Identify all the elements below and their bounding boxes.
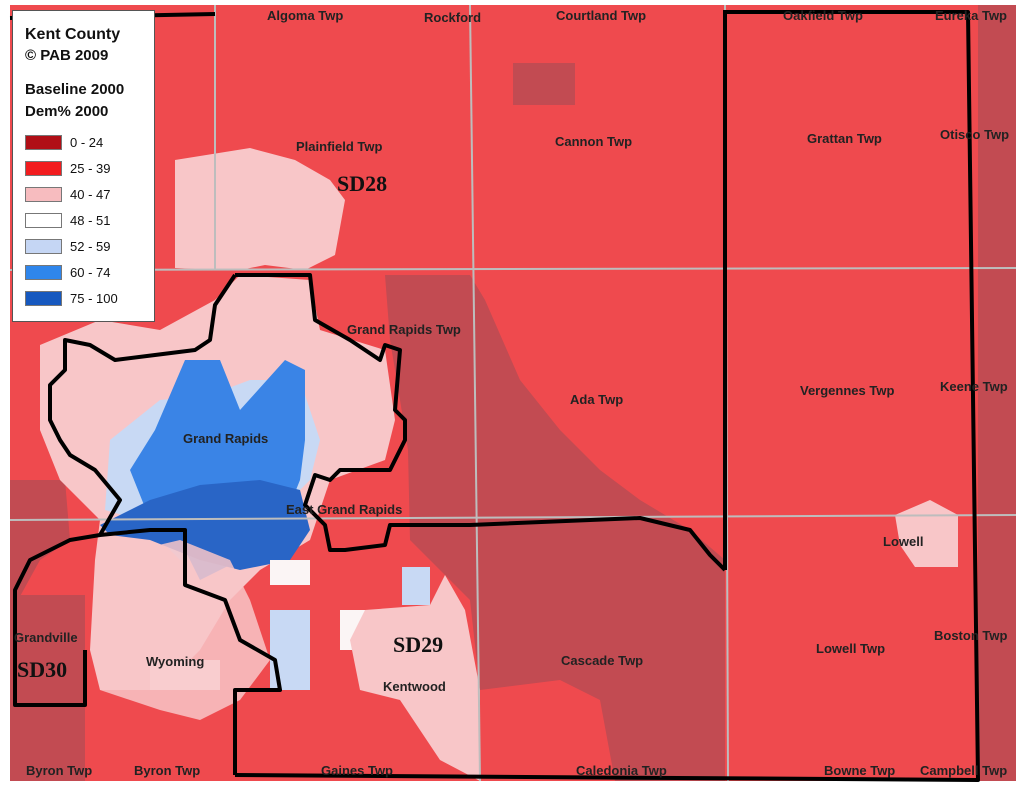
label-keene-twp: Keene Twp [940, 379, 1008, 394]
district-boundary-east [234, 10, 980, 782]
region-lightblue-2 [402, 567, 430, 605]
label-otisco-twp: Otisco Twp [940, 127, 1009, 142]
label-sd30: SD30 [17, 657, 67, 682]
region-cannon-dark [513, 63, 575, 105]
legend-swatch [25, 212, 62, 228]
legend-field: Dem% 2000 [25, 103, 109, 120]
legend-swatch [25, 238, 62, 254]
label-grandville: Grandville [14, 630, 78, 645]
label-cascade-twp: Cascade Twp [561, 653, 643, 668]
label-gaines-twp: Gaines Twp [321, 763, 393, 778]
label-east-grand-rapids: East Grand Rapids [286, 502, 402, 517]
region-ada-dark [385, 275, 725, 781]
legend-classes: 0 - 24 25 - 39 40 - 47 48 - 51 52 - 59 6… [25, 129, 154, 311]
label-plainfield-twp: Plainfield Twp [296, 139, 382, 154]
legend-class-4: 52 - 59 [25, 233, 154, 259]
legend-class-1: 25 - 39 [25, 155, 154, 181]
label-grand-rapids: Grand Rapids [183, 431, 268, 446]
label-byron-twp-2: Byron Twp [134, 763, 200, 778]
label-lowell-twp: Lowell Twp [816, 641, 885, 656]
label-caledonia-twp: Caledonia Twp [576, 763, 667, 778]
legend-label: 0 - 24 [70, 134, 104, 150]
legend-class-5: 60 - 74 [25, 259, 154, 285]
label-kentwood: Kentwood [383, 679, 446, 694]
label-vergennes-twp: Vergennes Twp [800, 383, 894, 398]
label-lowell: Lowell [883, 534, 923, 549]
region-lowell-pink [895, 500, 958, 567]
legend-class-2: 40 - 47 [25, 181, 154, 207]
region-east-edge [978, 5, 1016, 781]
label-campbell-twp: Campbell Twp [920, 763, 1007, 778]
legend-swatch [25, 186, 62, 202]
legend-label: 40 - 47 [70, 186, 111, 202]
legend-label: 75 - 100 [70, 290, 118, 306]
region-plainfield-pink [175, 148, 345, 270]
legend-class-6: 75 - 100 [25, 285, 154, 311]
label-algoma-twp: Algoma Twp [267, 8, 343, 23]
region-gr-darkblue [100, 480, 310, 570]
legend-class-3: 48 - 51 [25, 207, 154, 233]
label-boston-twp: Boston Twp [934, 628, 1007, 643]
map-legend: Kent County © PAB 2009 Baseline 2000 Dem… [12, 10, 155, 322]
label-rockford: Rockford [424, 10, 481, 25]
legend-swatch [25, 134, 62, 150]
label-grand-rapids-twp: Grand Rapids Twp [347, 322, 461, 337]
region-wyoming-pink [95, 540, 270, 720]
label-eureka-twp: Eureka Twp [935, 8, 1007, 23]
label-grattan-twp: Grattan Twp [807, 131, 882, 146]
legend-label: 60 - 74 [70, 264, 111, 280]
label-oakfield-twp: Oakfield Twp [783, 8, 863, 23]
label-wyoming: Wyoming [146, 654, 204, 669]
township-labels: Algoma Twp Rockford Courtland Twp Oakfie… [14, 8, 1009, 778]
label-bowne-twp: Bowne Twp [824, 763, 895, 778]
district-boundary-gr-west [48, 273, 282, 775]
legend-title: Kent County [25, 26, 121, 43]
label-cannon-twp: Cannon Twp [555, 134, 632, 149]
region-grandville [10, 595, 85, 781]
legend-label: 48 - 51 [70, 212, 111, 228]
label-byron-twp-1: Byron Twp [26, 763, 92, 778]
district-boundary-sd28-west [235, 273, 727, 572]
region-kentwood-pink [350, 575, 480, 781]
legend-swatch [25, 264, 62, 280]
region-white-1 [270, 560, 310, 585]
legend-class-0: 0 - 24 [25, 129, 154, 155]
district-labels: SD28 SD29 SD30 [17, 171, 443, 682]
district-boundary-sd30 [13, 533, 101, 707]
label-ada-twp: Ada Twp [570, 392, 623, 407]
legend-swatch [25, 160, 62, 176]
legend-label: 52 - 59 [70, 238, 111, 254]
label-courtland-twp: Courtland Twp [556, 8, 646, 23]
legend-swatch [25, 290, 62, 306]
legend-credit: © PAB 2009 [25, 47, 109, 64]
legend-subtitle: Baseline 2000 [25, 81, 125, 98]
label-sd29: SD29 [393, 632, 443, 657]
label-sd28: SD28 [337, 171, 387, 196]
legend-label: 25 - 39 [70, 160, 111, 176]
